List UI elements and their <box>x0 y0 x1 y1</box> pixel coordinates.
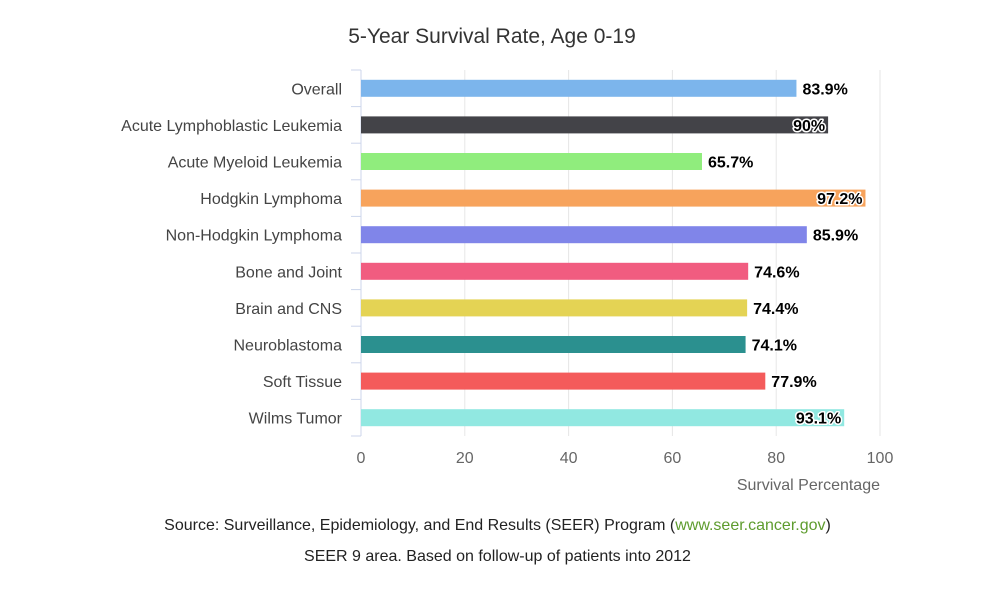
category-label: Brain and CNS <box>235 301 342 318</box>
data-label: 65.7% <box>708 155 753 172</box>
data-label: 85.9% <box>813 228 858 245</box>
source-suffix: ) <box>825 517 831 534</box>
bar <box>361 409 845 427</box>
category-label: Bone and Joint <box>235 264 342 281</box>
bar <box>361 153 702 170</box>
source-prefix: Source: Surveillance, Epidemiology, and … <box>164 517 676 534</box>
followup-note: SEER 9 area. Based on follow-up of patie… <box>304 548 691 565</box>
labels: 0 20 40 60 80 100 Overall 83.9% Acute Lymphoblas… <box>121 80 894 467</box>
category-label: Hodgkin Lymphoma <box>200 191 342 208</box>
data-label: 97.2% <box>817 191 862 208</box>
data-label: 74.1% <box>752 338 797 355</box>
category-label: Neuroblastoma <box>234 338 343 355</box>
data-label: 74.4% <box>753 301 798 318</box>
bar <box>361 226 807 244</box>
data-label: 74.6% <box>754 264 799 281</box>
bars <box>361 79 866 427</box>
category-label: Soft Tissue <box>263 374 342 391</box>
x-tick-label: 60 <box>664 450 682 467</box>
bar <box>361 299 748 317</box>
category-label: Overall <box>291 81 342 98</box>
chart-title: 5-Year Survival Rate, Age 0-19 <box>348 25 636 48</box>
x-tick-label: 0 <box>357 450 366 467</box>
bar <box>361 189 866 207</box>
x-tick-label: 20 <box>456 450 474 467</box>
data-label: 83.9% <box>802 81 847 98</box>
category-label: Acute Lymphoblastic Leukemia <box>121 118 342 135</box>
category-label: Non-Hodgkin Lymphoma <box>166 228 342 245</box>
data-label: 93.1% <box>796 411 841 428</box>
data-label: 90% <box>793 118 825 135</box>
x-tick-label: 80 <box>767 450 785 467</box>
data-label: 77.9% <box>771 374 816 391</box>
bar <box>361 79 797 97</box>
x-tick-label: 40 <box>560 450 578 467</box>
source-note: Source: Surveillance, Epidemiology, and … <box>0 517 995 535</box>
bar <box>361 116 829 134</box>
x-axis-title: Survival Percentage <box>737 477 880 494</box>
bar <box>361 336 746 353</box>
source-link[interactable]: www.seer.cancer.gov <box>675 517 826 534</box>
axes <box>351 69 362 437</box>
bar <box>361 372 766 390</box>
category-label: Acute Myeloid Leukemia <box>168 155 342 172</box>
category-label: Wilms Tumor <box>249 411 343 428</box>
bar <box>361 262 749 280</box>
x-tick-label: 100 <box>867 450 894 467</box>
